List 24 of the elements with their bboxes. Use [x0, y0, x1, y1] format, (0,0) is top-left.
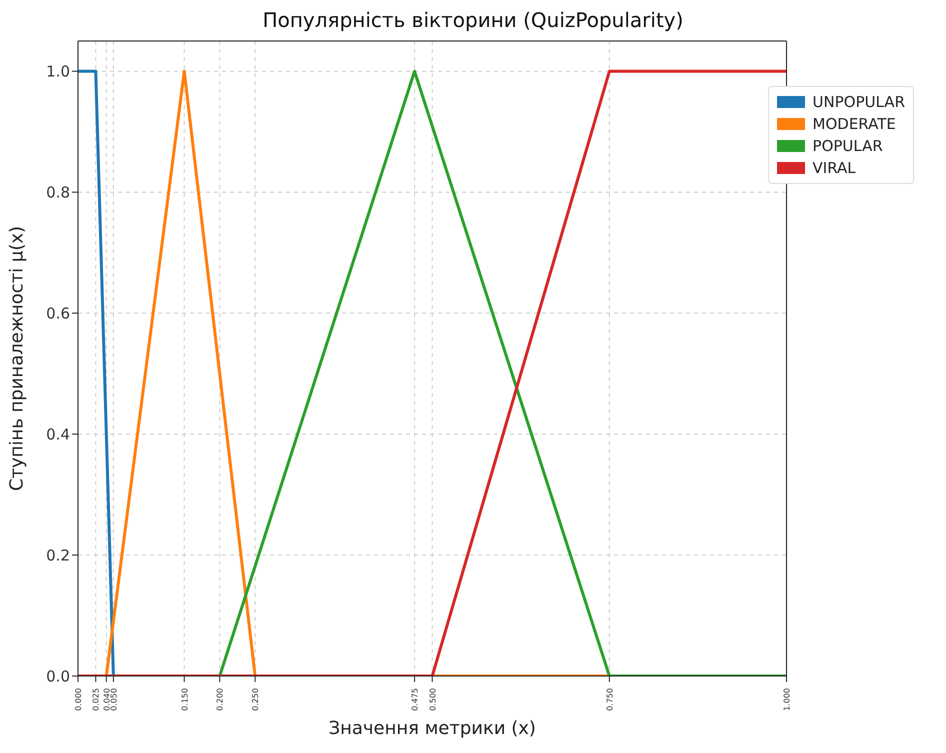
x-tick-label: 0.025 — [92, 688, 101, 711]
x-tick-label: 0.040 — [102, 688, 112, 711]
y-tick-label: 1.0 — [46, 62, 70, 81]
x-tick-label: 0.750 — [605, 688, 614, 711]
x-tick-label: 0.150 — [180, 688, 190, 711]
y-tick-label: 0.2 — [46, 546, 70, 564]
y-tick-label: 0.6 — [46, 304, 70, 322]
y-tick-label: 0.8 — [46, 184, 70, 202]
x-tick-label: 1.000 — [782, 688, 792, 711]
x-axis-title: Значення метрики (x) — [328, 718, 536, 739]
x-tick-label: 0.000 — [74, 688, 83, 711]
legend-label: POPULAR — [812, 136, 883, 157]
x-tick-label: 0.200 — [216, 688, 225, 711]
chart-title: Популярність вікторини (QuizPopularity) — [262, 8, 684, 34]
x-tick-label: 0.500 — [428, 688, 438, 711]
x-tick-label: 0.250 — [251, 688, 260, 711]
x-tick-label: 0.475 — [410, 688, 420, 711]
legend-label: VIRAL — [812, 158, 856, 179]
y-axis-title: Ступінь приналежності μ(x) — [6, 226, 28, 492]
legend-label: UNPOPULAR — [812, 92, 905, 113]
y-tick-label: 0.0 — [46, 667, 70, 686]
x-tick-label: 0.050 — [109, 688, 118, 711]
y-tick-label: 0.4 — [46, 425, 70, 444]
legend-label: MODERATE — [812, 114, 896, 135]
